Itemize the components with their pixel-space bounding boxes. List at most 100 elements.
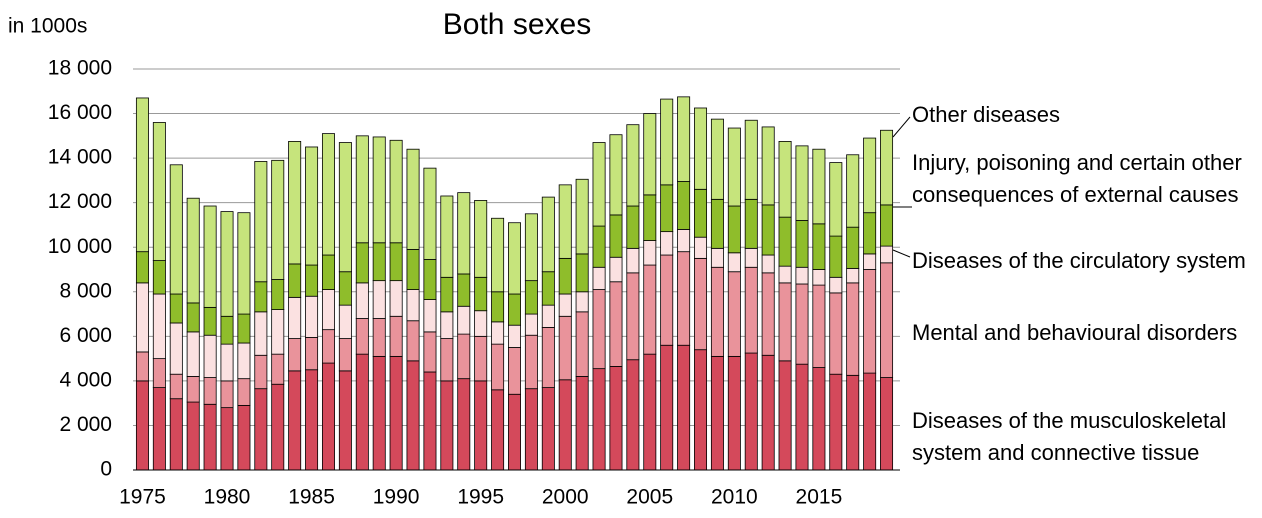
bar-segment xyxy=(812,223,826,270)
bar-segment xyxy=(203,306,217,336)
bar-segment xyxy=(626,272,640,361)
bar-segment xyxy=(135,282,149,353)
bar-segment xyxy=(592,225,606,268)
bar-segment xyxy=(288,370,302,471)
bar-segment xyxy=(694,349,708,471)
bar-segment xyxy=(406,148,420,250)
bar-segment xyxy=(778,265,792,284)
bar-segment xyxy=(220,315,234,345)
bar-segment xyxy=(846,374,860,471)
bar-segment xyxy=(288,296,302,339)
bar-segment xyxy=(152,293,166,360)
x-tick-label: 2015 xyxy=(796,486,843,509)
bar-segment xyxy=(609,281,623,367)
bar-segment xyxy=(829,276,843,294)
bar-segment xyxy=(575,291,589,313)
bar-segment xyxy=(355,242,369,284)
bar-segment xyxy=(406,289,420,322)
bar-segment xyxy=(220,380,234,409)
bar-segment xyxy=(761,272,775,356)
bar-segment xyxy=(305,264,319,297)
bar-segment xyxy=(338,304,352,339)
bar-segment xyxy=(389,355,403,471)
bar-segment xyxy=(829,162,843,237)
bar-segment xyxy=(795,283,809,365)
x-tick-label: 1995 xyxy=(457,486,504,509)
bar-segment xyxy=(880,262,894,378)
leader-line xyxy=(892,116,911,138)
bar-segment xyxy=(558,257,572,295)
legend-label: Other diseases xyxy=(912,102,1060,127)
bar-segment xyxy=(457,192,471,275)
bar-segment xyxy=(812,284,826,368)
bar-segment xyxy=(237,378,251,406)
bar-segment xyxy=(186,401,200,471)
bar-segment xyxy=(220,407,234,471)
bar-segment xyxy=(423,259,437,300)
bar-segment xyxy=(727,205,741,254)
bar-segment xyxy=(626,359,640,471)
bar-segment xyxy=(575,376,589,471)
bar-segment xyxy=(558,315,572,381)
legend-label: Injury, poisoning and certain other cons… xyxy=(912,150,1242,207)
bar-segment xyxy=(677,181,691,230)
bar-segment xyxy=(609,134,623,216)
bar-segment xyxy=(440,311,454,339)
bar-segment xyxy=(609,214,623,258)
bar-segment xyxy=(237,313,251,344)
bar-segment xyxy=(880,377,894,471)
bar-segment xyxy=(271,309,285,355)
bar-segment xyxy=(524,388,538,471)
bar-segment xyxy=(694,107,708,190)
bar-segment xyxy=(761,126,775,206)
bar-segment xyxy=(575,253,589,293)
bar-segment xyxy=(558,379,572,471)
bar-segment xyxy=(423,167,437,260)
bar-segment xyxy=(169,293,183,324)
y-tick-label: 14 000 xyxy=(48,146,112,169)
bar-segment xyxy=(271,159,285,280)
bar-segment xyxy=(643,353,657,471)
y-tick-label: 2 000 xyxy=(59,413,112,436)
bar-segment xyxy=(186,302,200,333)
bar-segment xyxy=(254,161,268,283)
bar-segment xyxy=(220,343,234,382)
bar-segment xyxy=(389,242,403,282)
bar-segment xyxy=(761,204,775,256)
bar-segment xyxy=(186,197,200,304)
bar-segment xyxy=(508,324,521,348)
bar-segment xyxy=(440,276,454,313)
bar-segment xyxy=(694,257,708,351)
bar-segment xyxy=(643,240,657,266)
bar-segment xyxy=(744,198,758,249)
bar-segment xyxy=(338,271,352,306)
bar-segment xyxy=(203,377,217,405)
bar-segment xyxy=(186,376,200,403)
bar-segment xyxy=(372,318,386,357)
bar-segment xyxy=(254,311,268,356)
bar-segment xyxy=(220,211,234,317)
bar-segment xyxy=(508,347,521,395)
bar-segment xyxy=(491,217,505,293)
bar-segment xyxy=(541,271,555,306)
bar-segment xyxy=(305,146,319,266)
bar-segment xyxy=(254,281,268,313)
bar-segment xyxy=(338,370,352,471)
bar-segment xyxy=(474,380,488,471)
bar-segment xyxy=(508,222,521,295)
bar-segment xyxy=(169,398,183,471)
bar-segment xyxy=(271,383,285,471)
bar-segment xyxy=(491,389,505,471)
bar-segment xyxy=(440,380,454,471)
bar-segment xyxy=(744,266,758,354)
bar-segment xyxy=(795,220,809,268)
bar-segment xyxy=(880,245,894,264)
y-tick-label: 16 000 xyxy=(48,101,112,124)
bar-segment xyxy=(863,253,877,270)
bar-segment xyxy=(524,280,538,315)
bar-segment xyxy=(169,322,183,375)
bar-segment xyxy=(338,338,352,372)
bar-segment xyxy=(575,311,589,377)
y-tick-label: 18 000 xyxy=(48,57,112,80)
bar-segment xyxy=(778,282,792,362)
